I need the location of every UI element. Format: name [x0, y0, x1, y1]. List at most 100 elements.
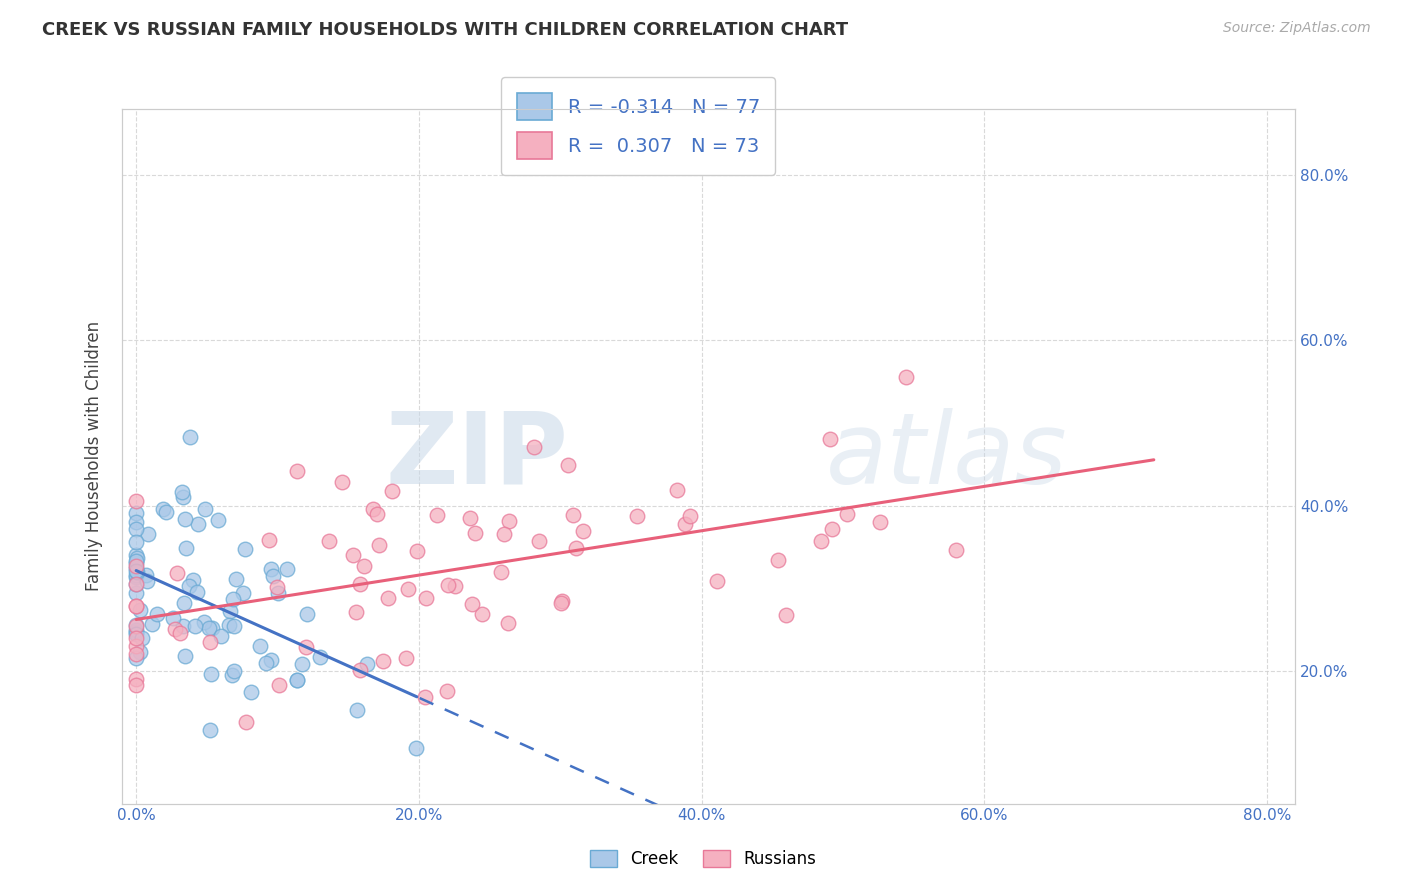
Point	[259, 652, 281, 666]
Point	[235, 542, 257, 557]
Point	[494, 527, 516, 541]
Point	[835, 507, 858, 521]
Point	[200, 666, 222, 681]
Text: Source: ZipAtlas.com: Source: ZipAtlas.com	[1223, 21, 1371, 35]
Point	[173, 512, 195, 526]
Point	[443, 578, 465, 592]
Point	[706, 574, 728, 589]
Point	[550, 595, 572, 609]
Point	[125, 561, 148, 575]
Point	[194, 502, 217, 516]
Point	[260, 562, 283, 576]
Point	[766, 553, 789, 567]
Point	[173, 649, 195, 664]
Point	[232, 586, 254, 600]
Point	[179, 430, 201, 444]
Point	[405, 741, 427, 756]
Point	[125, 568, 148, 582]
Point	[269, 678, 291, 692]
Point	[395, 651, 418, 665]
Point	[249, 640, 271, 654]
Point	[529, 534, 551, 549]
Point	[166, 566, 188, 580]
Point	[235, 714, 257, 729]
Point	[869, 515, 891, 529]
Point	[125, 522, 148, 536]
Point	[368, 538, 391, 552]
Text: ZIP: ZIP	[385, 408, 568, 505]
Point	[125, 631, 148, 645]
Point	[162, 611, 184, 625]
Point	[285, 673, 308, 688]
Point	[413, 690, 436, 704]
Point	[136, 574, 159, 588]
Y-axis label: Family Households with Children: Family Households with Children	[86, 321, 103, 591]
Point	[498, 514, 520, 528]
Legend: R = -0.314   N = 77, R =  0.307   N = 73: R = -0.314 N = 77, R = 0.307 N = 73	[502, 77, 775, 175]
Point	[666, 483, 689, 498]
Point	[125, 625, 148, 640]
Point	[353, 559, 375, 574]
Point	[125, 619, 148, 633]
Point	[131, 631, 153, 645]
Point	[135, 568, 157, 582]
Point	[295, 607, 318, 622]
Point	[356, 657, 378, 672]
Point	[125, 648, 148, 662]
Point	[240, 684, 263, 698]
Point	[187, 517, 209, 532]
Point	[254, 656, 277, 670]
Point	[125, 515, 148, 529]
Point	[125, 534, 148, 549]
Point	[198, 621, 221, 635]
Point	[125, 678, 148, 692]
Point	[626, 509, 648, 524]
Point	[209, 629, 232, 643]
Point	[173, 596, 195, 610]
Point	[349, 663, 371, 677]
Point	[222, 665, 245, 679]
Point	[125, 494, 148, 508]
Point	[125, 599, 148, 614]
Point	[572, 524, 595, 539]
Text: CREEK VS RUSSIAN FAMILY HOUSEHOLDS WITH CHILDREN CORRELATION CHART: CREEK VS RUSSIAN FAMILY HOUSEHOLDS WITH …	[42, 21, 848, 38]
Point	[294, 640, 316, 655]
Point	[198, 723, 221, 738]
Point	[184, 619, 207, 633]
Point	[561, 508, 583, 523]
Point	[128, 603, 150, 617]
Point	[436, 684, 458, 698]
Point	[125, 617, 148, 632]
Point	[679, 509, 702, 524]
Point	[349, 577, 371, 591]
Point	[266, 580, 288, 594]
Point	[193, 615, 215, 630]
Point	[125, 554, 148, 568]
Point	[125, 506, 148, 520]
Point	[896, 370, 918, 384]
Point	[810, 534, 832, 549]
Point	[155, 505, 177, 519]
Point	[224, 619, 246, 633]
Point	[125, 565, 148, 579]
Point	[221, 591, 243, 606]
Point	[127, 550, 149, 565]
Point	[496, 615, 519, 630]
Point	[125, 557, 148, 571]
Point	[945, 542, 967, 557]
Text: atlas: atlas	[827, 408, 1067, 505]
Point	[146, 607, 169, 621]
Point	[125, 627, 148, 641]
Point	[125, 564, 148, 578]
Point	[125, 639, 148, 653]
Point	[172, 491, 194, 505]
Point	[267, 586, 290, 600]
Point	[125, 651, 148, 665]
Point	[361, 501, 384, 516]
Point	[125, 673, 148, 687]
Point	[186, 585, 208, 599]
Point	[207, 513, 229, 527]
Point	[125, 570, 148, 584]
Point	[225, 572, 247, 586]
Point	[820, 523, 842, 537]
